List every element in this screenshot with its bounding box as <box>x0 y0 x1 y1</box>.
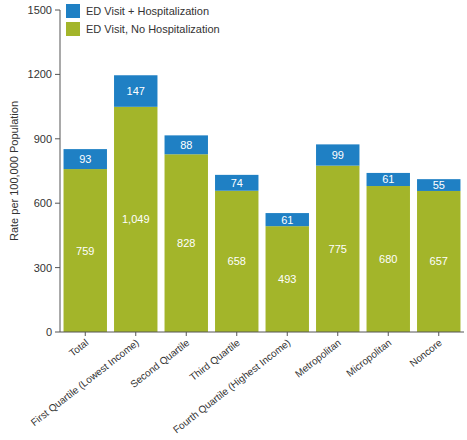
x-axis-line <box>60 332 464 333</box>
y-tick <box>55 138 60 139</box>
x-tick-label: First Quartile (Lowest Income) <box>29 337 141 428</box>
x-tick <box>287 332 288 336</box>
bar <box>165 135 208 154</box>
y-tick-label: 1500 <box>28 4 52 16</box>
bar <box>64 149 107 169</box>
data-label: 61 <box>281 214 293 226</box>
bar <box>215 191 258 332</box>
data-label: 759 <box>76 245 94 257</box>
data-label: 61 <box>382 173 394 185</box>
x-tick <box>135 332 136 336</box>
y-tick <box>55 10 60 11</box>
bar <box>114 107 157 332</box>
bar <box>417 191 460 332</box>
y-tick-label: 600 <box>34 197 52 209</box>
x-tick <box>236 332 237 336</box>
y-axis-line <box>60 10 61 332</box>
data-label: 828 <box>177 237 195 249</box>
y-axis-label: Rate per 100,000 Population <box>8 101 20 241</box>
x-tick <box>438 332 439 336</box>
y-tick <box>55 74 60 75</box>
legend-swatch <box>66 22 80 36</box>
x-tick-label: Micropolitan <box>344 337 393 379</box>
x-tick-label: Total <box>67 337 90 359</box>
bar <box>266 213 309 226</box>
legend-swatch <box>66 4 80 18</box>
bar <box>165 154 208 332</box>
bar <box>367 173 410 186</box>
data-label: 99 <box>332 149 344 161</box>
bar <box>417 179 460 191</box>
data-label: 658 <box>228 255 246 267</box>
y-tick-label: 1200 <box>28 68 52 80</box>
y-tick <box>55 267 60 268</box>
bar <box>266 226 309 332</box>
data-label: 74 <box>231 177 243 189</box>
bar <box>114 75 157 107</box>
data-label: 493 <box>278 273 296 285</box>
data-label: 1,049 <box>122 213 150 225</box>
x-tick <box>186 332 187 336</box>
legend: ED Visit + Hospitalization ED Visit, No H… <box>66 4 220 36</box>
bar <box>316 144 359 165</box>
x-tick-label: Fourth Quartile (Highest Income) <box>171 337 293 435</box>
data-label: 93 <box>79 153 91 165</box>
data-label: 680 <box>379 253 397 265</box>
x-tick-label: Second Quartile <box>128 337 192 390</box>
x-tick <box>85 332 86 336</box>
x-tick <box>337 332 338 336</box>
data-label: 775 <box>329 243 347 255</box>
y-tick-label: 0 <box>46 326 52 338</box>
x-tick-label: Noncore <box>407 337 444 369</box>
data-label: 657 <box>430 255 448 267</box>
bars <box>64 75 461 332</box>
legend-label: ED Visit + Hospitalization <box>86 5 209 17</box>
x-tick <box>388 332 389 336</box>
data-label: 55 <box>433 179 445 191</box>
chart: 759 1,049 828 658 493 775 680 657 93 147 88 74 61 99 6… <box>0 0 467 440</box>
y-tick-label: 900 <box>34 133 52 145</box>
data-labels: 759 1,049 828 658 493 775 680 657 93 147 88 74 61 99 6… <box>76 85 448 285</box>
data-label: 147 <box>127 85 145 97</box>
x-tick-label: Metropolitan <box>293 337 343 380</box>
bar <box>316 166 359 332</box>
legend-label: ED Visit, No Hospitalization <box>86 23 220 35</box>
x-tick-label: Third Quartile <box>187 337 242 383</box>
y-tick <box>55 332 60 333</box>
y-tick <box>55 203 60 204</box>
bar <box>215 175 258 191</box>
data-label: 88 <box>180 139 192 151</box>
bar <box>367 186 410 332</box>
bar <box>64 169 107 332</box>
y-tick-label: 300 <box>34 262 52 274</box>
